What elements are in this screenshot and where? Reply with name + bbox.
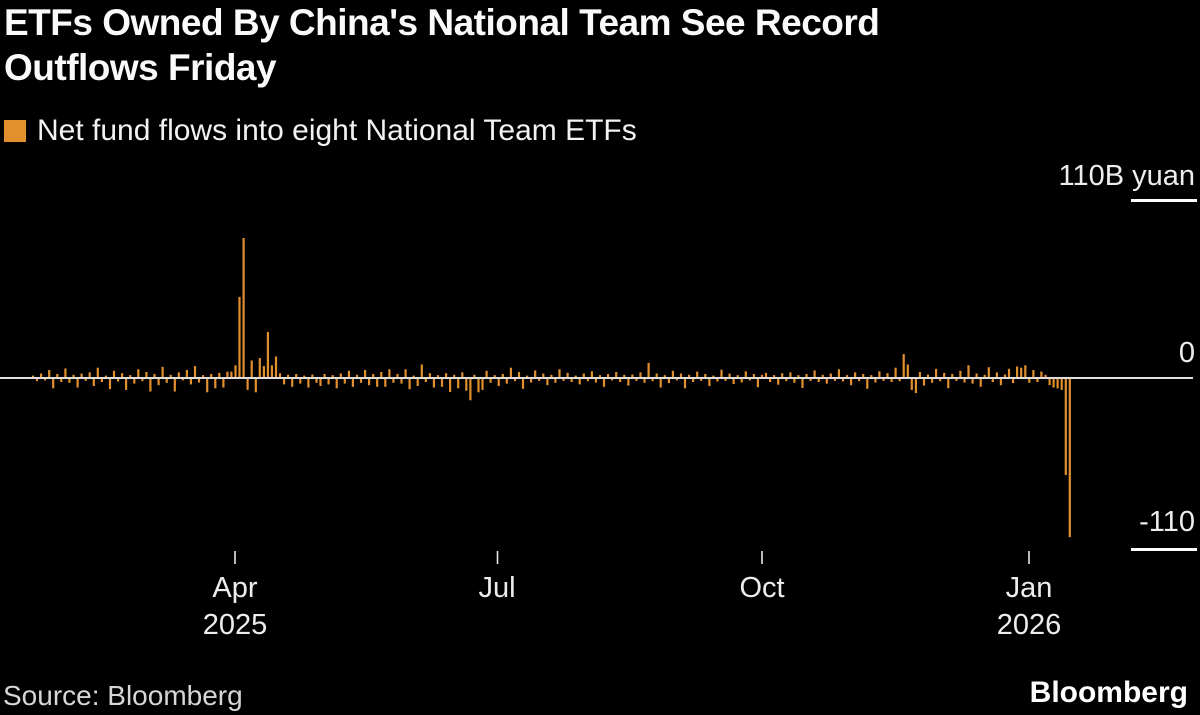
y-axis-bottom-tick bbox=[1131, 548, 1197, 551]
x-label-jul: Jul bbox=[478, 572, 516, 604]
x-label-oct: Oct bbox=[739, 572, 785, 604]
page-title: ETFs Owned By China's National Team See … bbox=[4, 2, 880, 88]
x-label-apr: Apr bbox=[212, 572, 258, 604]
y-axis-zero-label: 0 bbox=[1178, 337, 1195, 369]
y-axis-top-tick bbox=[1131, 199, 1197, 202]
legend-swatch-icon bbox=[4, 120, 26, 142]
source-credit: Source: Bloomberg bbox=[3, 680, 243, 711]
bars-group bbox=[31, 238, 1071, 538]
x-label-2025: 2025 bbox=[202, 609, 268, 641]
y-axis-bottom-label: -110 bbox=[1139, 506, 1195, 538]
x-label-2026: 2026 bbox=[996, 609, 1062, 641]
y-axis-top-label: 110B yuan bbox=[1058, 160, 1195, 192]
legend-label: Net fund flows into eight National Team … bbox=[37, 114, 637, 147]
x-label-jan: Jan bbox=[1005, 572, 1053, 604]
bloomberg-logo: Bloomberg bbox=[1029, 676, 1188, 709]
legend: Net fund flows into eight National Team … bbox=[4, 114, 637, 148]
